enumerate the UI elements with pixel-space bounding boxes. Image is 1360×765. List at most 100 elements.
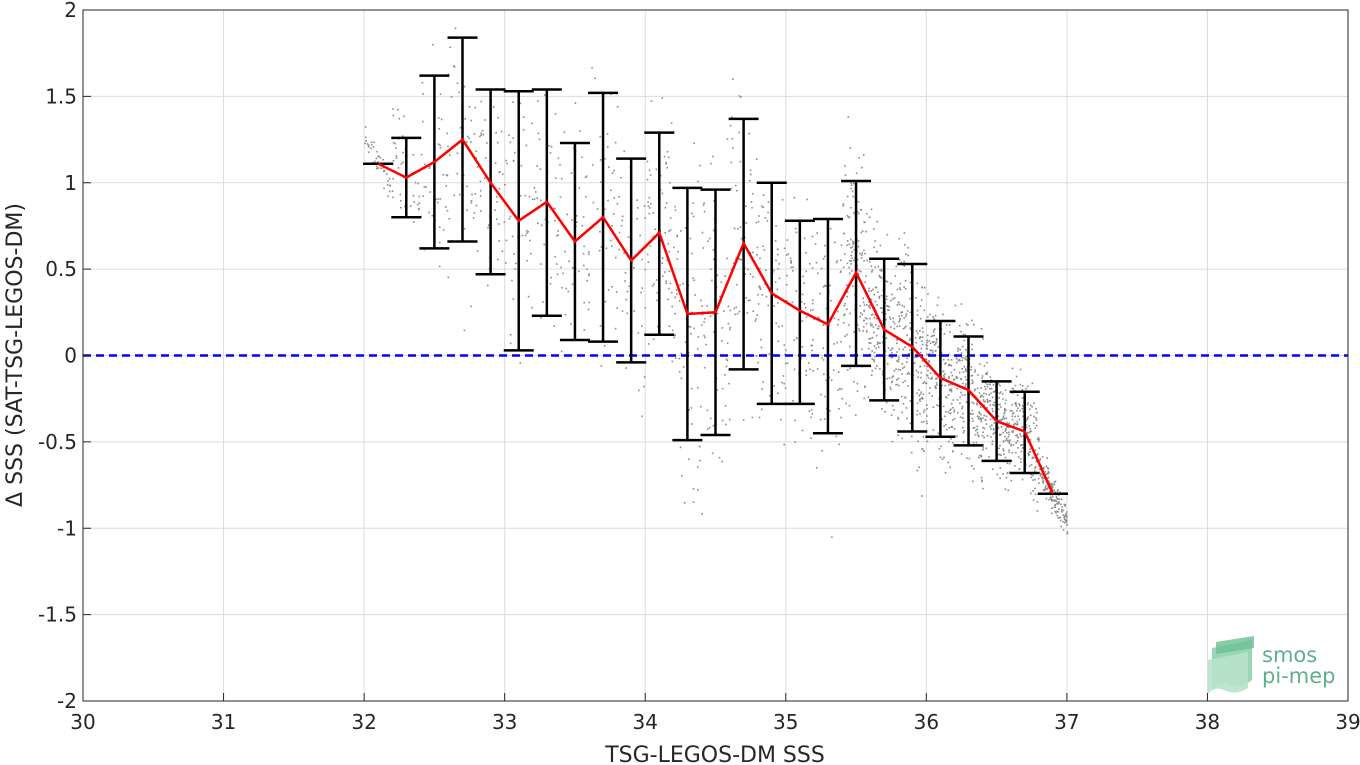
scatter-point bbox=[999, 406, 1002, 408]
scatter-point bbox=[858, 330, 861, 332]
scatter-point bbox=[1060, 498, 1063, 501]
scatter-point bbox=[998, 397, 1000, 399]
scatter-point bbox=[1062, 520, 1064, 523]
scatter-point bbox=[927, 293, 929, 295]
scatter-point bbox=[1028, 432, 1030, 434]
scatter-point bbox=[708, 237, 711, 240]
scatter-point bbox=[648, 343, 650, 345]
scatter-point bbox=[829, 410, 831, 412]
scatter-point bbox=[644, 306, 647, 309]
scatter-point bbox=[731, 138, 734, 140]
scatter-point bbox=[973, 389, 976, 392]
scatter-point bbox=[906, 310, 909, 312]
scatter-point bbox=[904, 396, 907, 399]
scatter-point bbox=[844, 335, 846, 337]
y-tick-label: 0.5 bbox=[45, 257, 77, 281]
scatter-point bbox=[803, 282, 805, 284]
scatter-point bbox=[822, 286, 825, 288]
scatter-point bbox=[697, 180, 699, 183]
scatter-point bbox=[980, 454, 982, 457]
scatter-point bbox=[734, 313, 736, 316]
scatter-point bbox=[991, 443, 993, 445]
scatter-point bbox=[951, 426, 953, 428]
scatter-point bbox=[873, 293, 875, 296]
scatter-point bbox=[1018, 418, 1021, 421]
scatter-point bbox=[610, 239, 612, 242]
scatter-point bbox=[907, 254, 909, 257]
scatter-point bbox=[678, 300, 681, 302]
scatter-point bbox=[761, 205, 763, 208]
scatter-point bbox=[903, 286, 905, 288]
scatter-point bbox=[570, 172, 573, 174]
scatter-point bbox=[868, 216, 871, 219]
scatter-point bbox=[971, 379, 973, 382]
scatter-point bbox=[1032, 456, 1034, 459]
scatter-point bbox=[945, 428, 948, 431]
scatter-point bbox=[747, 268, 749, 271]
scatter-point bbox=[720, 281, 723, 283]
scatter-point bbox=[721, 419, 724, 422]
scatter-point bbox=[527, 231, 529, 233]
scatter-point bbox=[611, 225, 613, 227]
scatter-point bbox=[1050, 483, 1052, 486]
scatter-point bbox=[600, 365, 603, 367]
scatter-point bbox=[511, 279, 513, 282]
scatter-point bbox=[984, 418, 987, 421]
scatter-point bbox=[610, 93, 612, 95]
scatter-point bbox=[758, 215, 760, 217]
scatter-point bbox=[470, 305, 472, 308]
scatter-point bbox=[793, 368, 796, 371]
scatter-point bbox=[821, 450, 823, 452]
scatter-point bbox=[904, 346, 906, 348]
scatter-point bbox=[860, 312, 862, 314]
scatter-point bbox=[920, 371, 922, 374]
scatter-point bbox=[445, 174, 448, 176]
scatter-point bbox=[1056, 490, 1059, 493]
scatter-point bbox=[412, 194, 415, 197]
scatter-point bbox=[853, 249, 856, 251]
scatter-point bbox=[693, 327, 695, 330]
scatter-point bbox=[750, 173, 752, 176]
scatter-point bbox=[611, 172, 614, 174]
scatter-point bbox=[1002, 440, 1005, 443]
scatter-point bbox=[965, 356, 967, 358]
scatter-point bbox=[366, 143, 369, 145]
scatter-point bbox=[842, 205, 844, 207]
scatter-point bbox=[924, 286, 926, 289]
scatter-point bbox=[888, 309, 890, 311]
scatter-point bbox=[869, 337, 872, 340]
scatter-point bbox=[554, 255, 556, 258]
scatter-point bbox=[535, 191, 537, 193]
scatter-point bbox=[795, 231, 798, 234]
scatter-point bbox=[364, 142, 366, 145]
scatter-point bbox=[576, 221, 578, 223]
scatter-point bbox=[1034, 466, 1037, 468]
scatter-point bbox=[588, 301, 590, 304]
scatter-point bbox=[887, 347, 890, 349]
scatter-point bbox=[439, 144, 441, 146]
scatter-point bbox=[377, 155, 379, 158]
scatter-point bbox=[886, 295, 888, 298]
scatter-point bbox=[1006, 462, 1009, 464]
scatter-point bbox=[582, 216, 585, 218]
scatter-point bbox=[959, 396, 961, 399]
scatter-point bbox=[1005, 427, 1007, 430]
scatter-point bbox=[1056, 503, 1059, 505]
scatter-point bbox=[1036, 438, 1039, 441]
scatter-point bbox=[922, 411, 925, 413]
scatter-point bbox=[760, 346, 763, 349]
scatter-point bbox=[742, 419, 745, 421]
scatter-point bbox=[961, 405, 964, 408]
scatter-point bbox=[480, 132, 483, 135]
scatter-point bbox=[822, 347, 825, 349]
scatter-point bbox=[1051, 486, 1054, 488]
scatter-point bbox=[761, 294, 764, 296]
scatter-point bbox=[847, 116, 850, 118]
scatter-point bbox=[855, 414, 857, 416]
scatter-point bbox=[837, 371, 840, 373]
scatter-point bbox=[777, 340, 780, 343]
scatter-point bbox=[744, 273, 746, 275]
scatter-point bbox=[863, 249, 865, 252]
scatter-point bbox=[549, 152, 552, 154]
scatter-point bbox=[999, 444, 1001, 447]
